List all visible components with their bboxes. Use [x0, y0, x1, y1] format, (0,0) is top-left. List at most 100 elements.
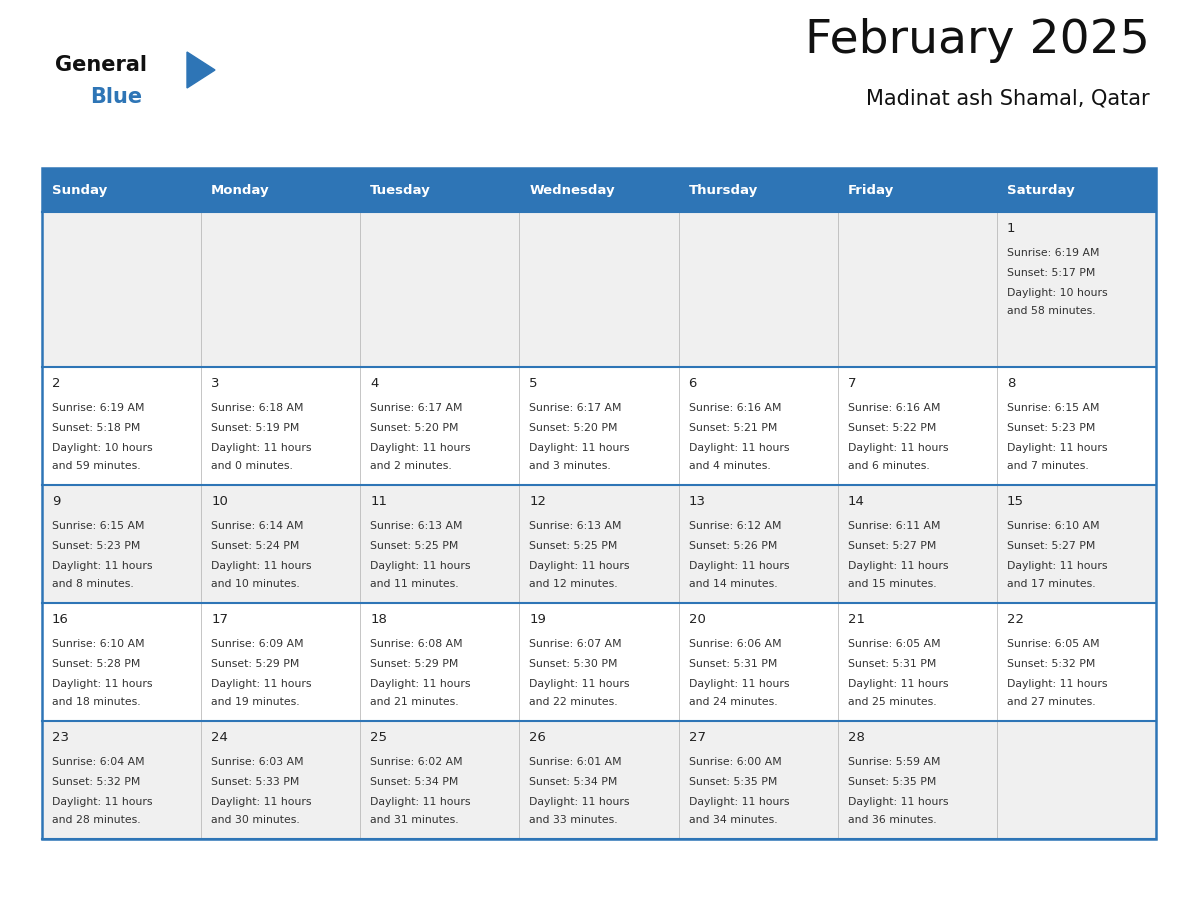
- Bar: [360, 212, 519, 367]
- Text: Thursday: Thursday: [689, 184, 758, 196]
- Text: Monday: Monday: [211, 184, 270, 196]
- Text: Daylight: 11 hours: Daylight: 11 hours: [371, 797, 470, 807]
- Text: Daylight: 11 hours: Daylight: 11 hours: [530, 797, 630, 807]
- Text: Daylight: 11 hours: Daylight: 11 hours: [211, 679, 311, 689]
- Text: and 58 minutes.: and 58 minutes.: [1007, 306, 1095, 316]
- Bar: [201, 168, 360, 212]
- Text: Sunset: 5:20 PM: Sunset: 5:20 PM: [530, 423, 618, 433]
- Text: Sunrise: 6:03 AM: Sunrise: 6:03 AM: [211, 757, 304, 767]
- Text: Daylight: 11 hours: Daylight: 11 hours: [848, 797, 948, 807]
- Text: Sunset: 5:23 PM: Sunset: 5:23 PM: [52, 541, 140, 551]
- Text: Sunset: 5:21 PM: Sunset: 5:21 PM: [689, 423, 777, 433]
- Text: Sunset: 5:22 PM: Sunset: 5:22 PM: [848, 423, 936, 433]
- Bar: [519, 721, 678, 839]
- Text: Sunrise: 6:13 AM: Sunrise: 6:13 AM: [530, 521, 623, 531]
- Text: and 4 minutes.: and 4 minutes.: [689, 461, 770, 471]
- Text: 24: 24: [211, 731, 228, 744]
- Text: Sunset: 5:17 PM: Sunset: 5:17 PM: [1007, 268, 1095, 278]
- Text: 27: 27: [689, 731, 706, 744]
- Text: Sunset: 5:27 PM: Sunset: 5:27 PM: [848, 541, 936, 551]
- Bar: [997, 168, 1156, 212]
- Text: 8: 8: [1007, 377, 1016, 390]
- Bar: [201, 485, 360, 603]
- Bar: [678, 485, 838, 603]
- Bar: [42, 212, 201, 367]
- Bar: [360, 721, 519, 839]
- Text: and 6 minutes.: and 6 minutes.: [848, 461, 929, 471]
- Text: and 11 minutes.: and 11 minutes.: [371, 579, 459, 589]
- Text: 16: 16: [52, 613, 69, 626]
- Text: Sunrise: 6:12 AM: Sunrise: 6:12 AM: [689, 521, 781, 531]
- Text: 17: 17: [211, 613, 228, 626]
- Bar: [360, 485, 519, 603]
- Text: Sunset: 5:30 PM: Sunset: 5:30 PM: [530, 659, 618, 669]
- Text: Sunset: 5:32 PM: Sunset: 5:32 PM: [52, 777, 140, 787]
- Text: and 24 minutes.: and 24 minutes.: [689, 697, 777, 707]
- Text: 25: 25: [371, 731, 387, 744]
- Text: Sunrise: 6:00 AM: Sunrise: 6:00 AM: [689, 757, 782, 767]
- Bar: [678, 212, 838, 367]
- Text: Sunset: 5:35 PM: Sunset: 5:35 PM: [848, 777, 936, 787]
- Text: and 36 minutes.: and 36 minutes.: [848, 815, 936, 825]
- Text: and 28 minutes.: and 28 minutes.: [52, 815, 140, 825]
- Text: Sunrise: 6:15 AM: Sunrise: 6:15 AM: [52, 521, 145, 531]
- Text: and 19 minutes.: and 19 minutes.: [211, 697, 299, 707]
- Text: Daylight: 11 hours: Daylight: 11 hours: [848, 561, 948, 571]
- Bar: [997, 721, 1156, 839]
- Bar: [838, 485, 997, 603]
- Bar: [360, 367, 519, 485]
- Bar: [519, 603, 678, 721]
- Text: and 15 minutes.: and 15 minutes.: [848, 579, 936, 589]
- Bar: [997, 367, 1156, 485]
- Bar: [42, 603, 201, 721]
- Text: and 31 minutes.: and 31 minutes.: [371, 815, 459, 825]
- Text: February 2025: February 2025: [805, 18, 1150, 63]
- Text: 28: 28: [848, 731, 865, 744]
- Text: Daylight: 10 hours: Daylight: 10 hours: [52, 443, 152, 453]
- Bar: [997, 603, 1156, 721]
- Bar: [360, 168, 519, 212]
- Bar: [42, 367, 201, 485]
- Text: Sunrise: 5:59 AM: Sunrise: 5:59 AM: [848, 757, 940, 767]
- Bar: [678, 603, 838, 721]
- Bar: [519, 212, 678, 367]
- Bar: [997, 212, 1156, 367]
- Text: and 0 minutes.: and 0 minutes.: [211, 461, 293, 471]
- Bar: [838, 603, 997, 721]
- Text: Daylight: 11 hours: Daylight: 11 hours: [1007, 443, 1107, 453]
- Bar: [838, 168, 997, 212]
- Text: Sunset: 5:19 PM: Sunset: 5:19 PM: [211, 423, 299, 433]
- Text: Saturday: Saturday: [1007, 184, 1075, 196]
- Text: Daylight: 11 hours: Daylight: 11 hours: [371, 561, 470, 571]
- Text: Daylight: 11 hours: Daylight: 11 hours: [1007, 561, 1107, 571]
- Text: Madinat ash Shamal, Qatar: Madinat ash Shamal, Qatar: [866, 88, 1150, 108]
- Text: Blue: Blue: [90, 87, 143, 107]
- Bar: [201, 603, 360, 721]
- Text: 10: 10: [211, 495, 228, 508]
- Text: Sunset: 5:34 PM: Sunset: 5:34 PM: [371, 777, 459, 787]
- Text: and 14 minutes.: and 14 minutes.: [689, 579, 777, 589]
- Text: Sunset: 5:24 PM: Sunset: 5:24 PM: [211, 541, 299, 551]
- Text: Sunrise: 6:19 AM: Sunrise: 6:19 AM: [1007, 248, 1099, 258]
- Text: Sunrise: 6:13 AM: Sunrise: 6:13 AM: [371, 521, 463, 531]
- Text: 9: 9: [52, 495, 61, 508]
- Text: Daylight: 11 hours: Daylight: 11 hours: [689, 679, 789, 689]
- Text: 1: 1: [1007, 222, 1016, 235]
- Text: Sunset: 5:35 PM: Sunset: 5:35 PM: [689, 777, 777, 787]
- Text: Sunset: 5:23 PM: Sunset: 5:23 PM: [1007, 423, 1095, 433]
- Bar: [42, 721, 201, 839]
- Text: 26: 26: [530, 731, 546, 744]
- Text: Sunset: 5:31 PM: Sunset: 5:31 PM: [848, 659, 936, 669]
- Text: Sunrise: 6:10 AM: Sunrise: 6:10 AM: [1007, 521, 1099, 531]
- Text: Sunrise: 6:19 AM: Sunrise: 6:19 AM: [52, 403, 145, 413]
- Text: Sunset: 5:32 PM: Sunset: 5:32 PM: [1007, 659, 1095, 669]
- Text: Daylight: 11 hours: Daylight: 11 hours: [848, 443, 948, 453]
- Bar: [360, 603, 519, 721]
- Text: Sunset: 5:18 PM: Sunset: 5:18 PM: [52, 423, 140, 433]
- Bar: [201, 212, 360, 367]
- Text: and 2 minutes.: and 2 minutes.: [371, 461, 453, 471]
- Text: 6: 6: [689, 377, 697, 390]
- Text: and 3 minutes.: and 3 minutes.: [530, 461, 611, 471]
- Text: 14: 14: [848, 495, 865, 508]
- Text: Daylight: 11 hours: Daylight: 11 hours: [52, 561, 152, 571]
